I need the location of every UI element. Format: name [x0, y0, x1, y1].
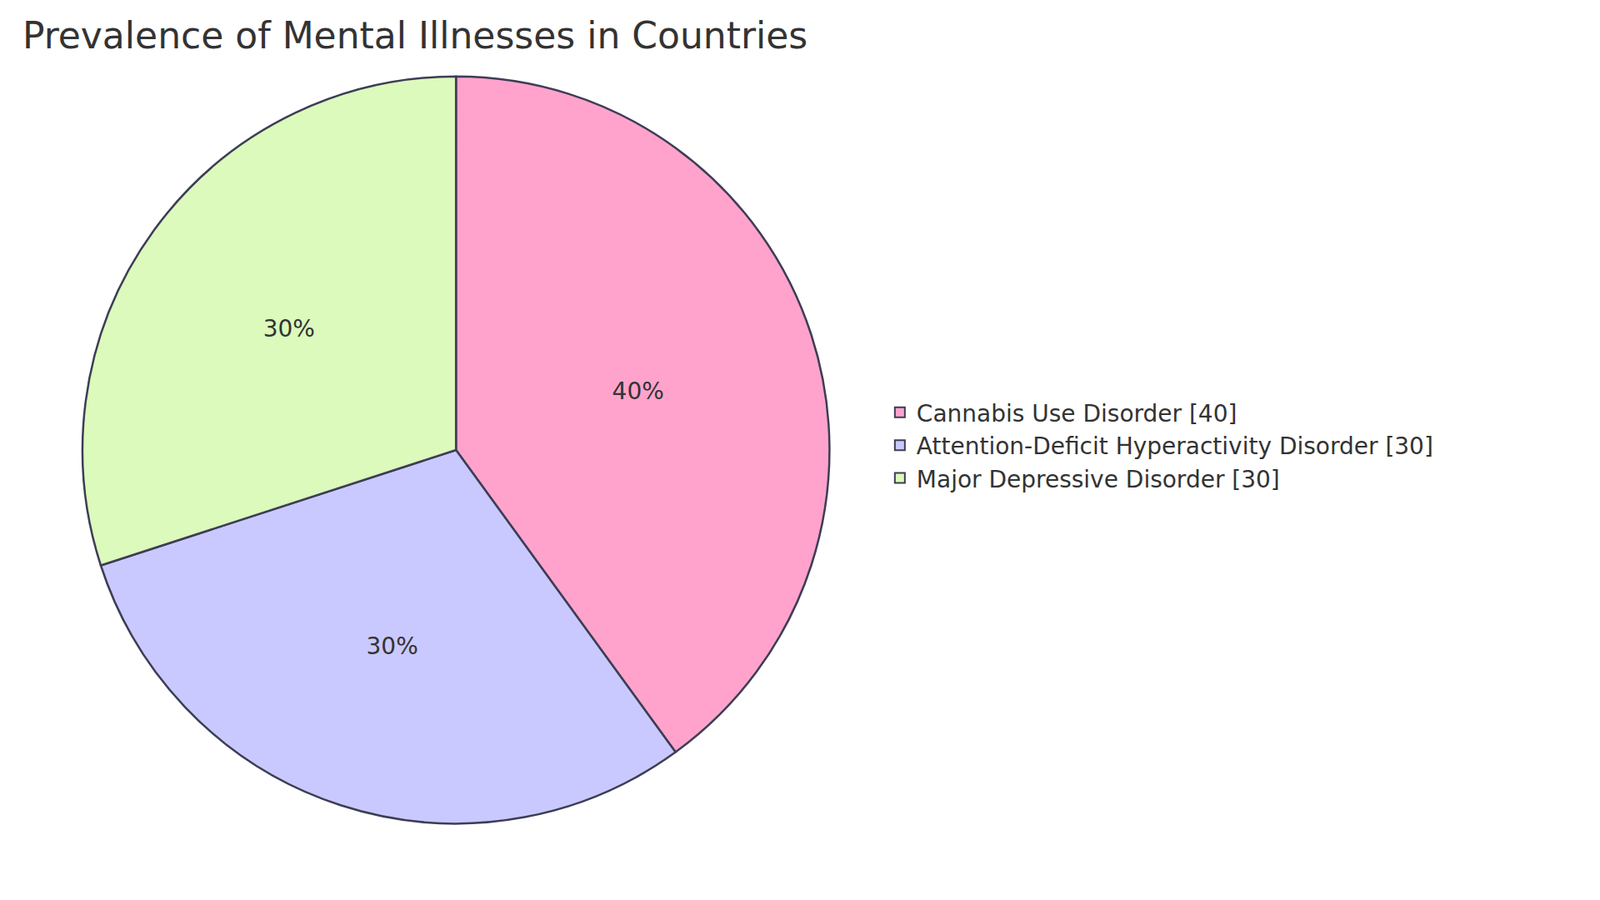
svg-text:Prevalence of Mental Illnesses: Prevalence of Mental Illnesses in Countr…	[22, 14, 808, 57]
svg-text:40%: 40%	[612, 377, 665, 405]
svg-text:Attention-Deficit Hyperactivit: Attention-Deficit Hyperactivity Disorder…	[916, 432, 1434, 460]
svg-text:30%: 30%	[366, 632, 419, 660]
svg-text:Major Depressive Disorder [30]: Major Depressive Disorder [30]	[916, 465, 1280, 494]
svg-text:30%: 30%	[263, 315, 315, 343]
svg-text:Cannabis Use Disorder [40]: Cannabis Use Disorder [40]	[916, 400, 1238, 428]
